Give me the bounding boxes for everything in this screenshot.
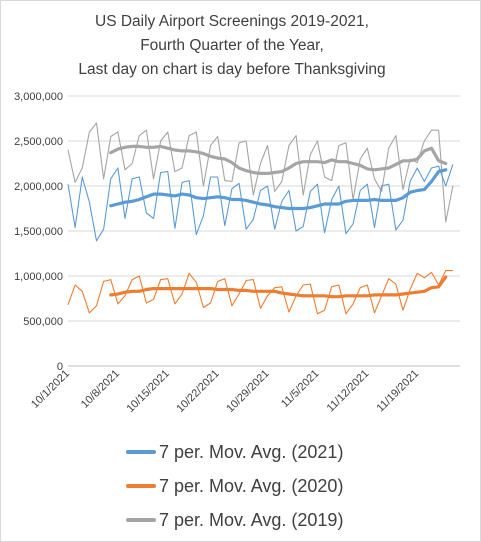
series-daily-line-72021 <box>67 164 454 242</box>
y-tick-label: 500,000 <box>23 316 63 328</box>
x-tick-label: 10/15/2021 <box>124 368 171 415</box>
series-daily-line-72020 <box>67 270 453 315</box>
x-tick-labels: 10/1/2021 10/8/2021 10/15/2021 10/22/2021 10… <box>29 368 421 415</box>
series-moving-average-line-72019 <box>109 144 448 175</box>
legend: 7 per. Mov. Avg. (2021) 7 per. Mov. Avg. … <box>126 442 343 530</box>
x-tick-label: 11/5/2021 <box>279 368 322 411</box>
x-tick-label: 10/22/2021 <box>174 368 221 415</box>
x-tick-label: 11/12/2021 <box>325 368 372 415</box>
legend-entry-label: 7 per. Mov. Avg. (2020) <box>159 476 343 496</box>
legend-entry-label: 7 per. Mov. Avg. (2019) <box>159 510 343 530</box>
x-tick-label: 10/29/2021 <box>224 368 271 415</box>
y-tick-label: 2,000,000 <box>14 181 63 193</box>
legend-entry-label: 7 per. Mov. Avg. (2021) <box>159 442 343 462</box>
x-tick-label: 10/8/2021 <box>79 368 122 411</box>
y-tick-label: 3,000,000 <box>14 91 63 103</box>
chart-title: US Daily Airport Screenings 2019-2021, F… <box>78 13 385 78</box>
x-tick-label: 11/19/2021 <box>375 368 422 415</box>
chart-title-line-2: Fourth Quarter of the Year, <box>140 37 324 54</box>
series-moving-average-line-72020 <box>109 275 448 299</box>
series-lines <box>67 122 454 315</box>
y-tick-label: 1,500,000 <box>14 226 63 238</box>
series-moving-average-line-72021 <box>109 168 448 211</box>
chart-title-line-3: Last day on chart is day before Thanksgi… <box>78 61 385 78</box>
y-tick-label: 2,500,000 <box>14 136 63 148</box>
x-tick-label: 10/1/2021 <box>29 368 72 411</box>
chart-title-line-1: US Daily Airport Screenings 2019-2021, <box>95 13 369 30</box>
series-daily-line-72019 <box>67 122 454 223</box>
y-tick-label: 1,000,000 <box>14 271 63 283</box>
gridlines <box>68 95 460 322</box>
y-tick-label: 0 <box>57 361 63 373</box>
y-tick-labels: 0 500,000 1,000,000 1,500,000 2,000,000 2,500… <box>14 91 63 373</box>
